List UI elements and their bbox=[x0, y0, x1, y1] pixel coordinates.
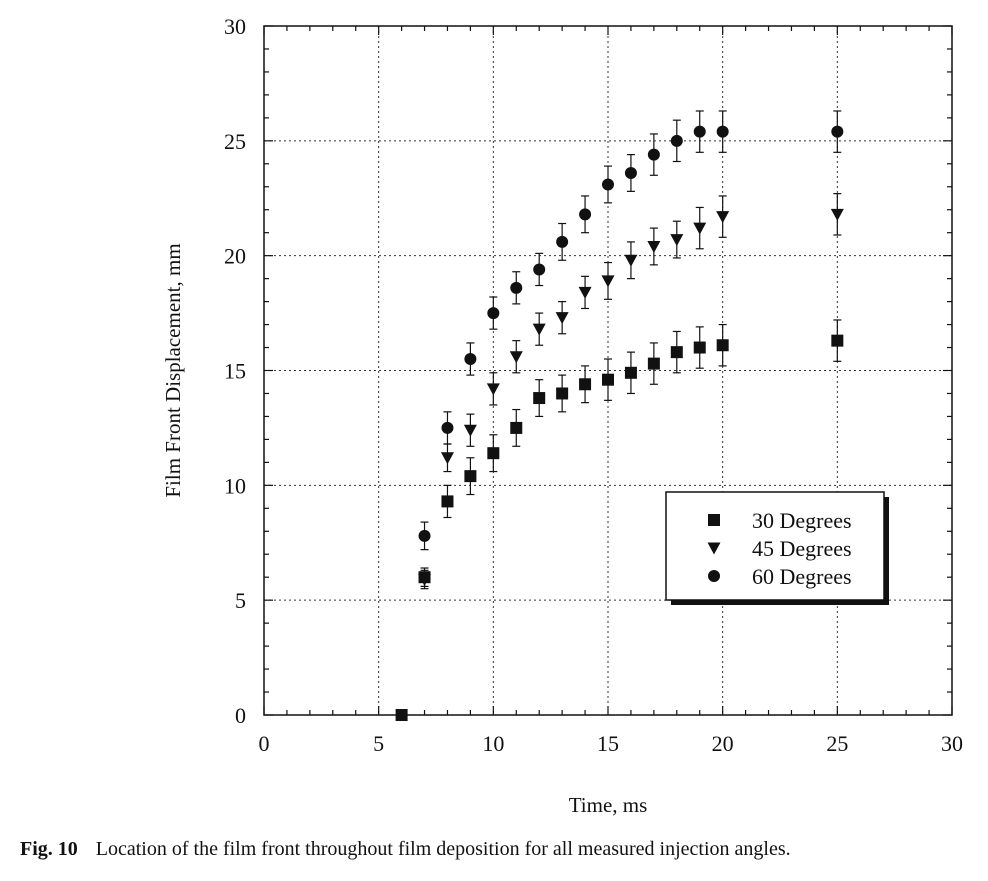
y-axis-ticks: 0 5 10 15 20 25 30 bbox=[224, 14, 246, 728]
x-tick-label: 25 bbox=[826, 731, 848, 756]
x-axis-ticks: 0 5 10 15 20 25 30 bbox=[259, 731, 964, 756]
figure-number: Fig. 10 bbox=[20, 838, 78, 860]
legend-marker bbox=[707, 542, 721, 555]
data-point bbox=[395, 709, 408, 721]
data-point bbox=[830, 208, 844, 221]
figure-caption: Fig. 10 Location of the film front throug… bbox=[20, 838, 980, 861]
data-point bbox=[647, 240, 661, 253]
data-point bbox=[487, 447, 500, 460]
data-point bbox=[716, 339, 729, 352]
data-point bbox=[716, 211, 730, 224]
x-tick-label: 0 bbox=[259, 731, 270, 756]
data-point bbox=[670, 346, 683, 359]
series-45-degrees bbox=[418, 193, 844, 590]
data-point bbox=[831, 125, 844, 138]
data-point bbox=[441, 495, 454, 508]
data-point bbox=[602, 178, 614, 191]
y-tick-label: 10 bbox=[224, 473, 246, 498]
data-point bbox=[556, 387, 569, 400]
data-point bbox=[510, 281, 523, 294]
data-point bbox=[624, 254, 638, 267]
data-point bbox=[463, 424, 477, 437]
data-point bbox=[464, 353, 477, 366]
legend-marker bbox=[708, 514, 720, 526]
legend-items: 30 Degrees 45 Degrees 60 Degrees bbox=[707, 508, 852, 589]
x-tick-label: 5 bbox=[373, 731, 384, 756]
data-point bbox=[624, 366, 637, 379]
data-point bbox=[601, 275, 615, 288]
data-point bbox=[487, 307, 500, 320]
x-axis-title: Time, ms bbox=[569, 793, 648, 817]
data-point bbox=[693, 125, 706, 138]
data-point bbox=[670, 234, 684, 247]
legend-box bbox=[665, 491, 885, 601]
data-point bbox=[624, 166, 637, 179]
data-point bbox=[418, 573, 432, 586]
data-point bbox=[716, 125, 729, 138]
x-tick-label: 20 bbox=[712, 731, 734, 756]
y-tick-label: 0 bbox=[235, 703, 246, 728]
legend: 30 Degrees 45 Degrees 60 Degrees bbox=[665, 491, 889, 605]
data-point bbox=[579, 208, 592, 221]
data-point bbox=[509, 351, 523, 364]
legend-marker bbox=[708, 570, 720, 582]
legend-label: 45 Degrees bbox=[752, 536, 852, 561]
legend-label: 60 Degrees bbox=[752, 564, 852, 589]
data-point bbox=[486, 383, 500, 396]
legend-label: 30 Degrees bbox=[752, 508, 852, 533]
data-point bbox=[578, 286, 592, 299]
data-point bbox=[556, 235, 569, 248]
data-point bbox=[831, 334, 844, 347]
data-point bbox=[647, 357, 660, 370]
caption-text: Location of the film front throughout fi… bbox=[95, 838, 791, 860]
data-point bbox=[647, 148, 660, 161]
plot-area-frame bbox=[263, 25, 953, 716]
data-point bbox=[670, 134, 683, 147]
data-series bbox=[395, 110, 844, 721]
scatter-chart: 0 5 10 15 20 25 30 0 5 10 15 20 25 30 Time, ms Film … bbox=[161, 14, 964, 817]
y-tick-label: 5 bbox=[235, 588, 246, 613]
data-point bbox=[440, 452, 454, 465]
data-point bbox=[579, 378, 592, 391]
y-tick-label: 15 bbox=[224, 359, 246, 384]
y-axis-title: Film Front Displacement, mm bbox=[161, 243, 185, 497]
data-point bbox=[555, 312, 569, 325]
x-tick-label: 10 bbox=[482, 731, 504, 756]
x-tick-label: 15 bbox=[597, 731, 619, 756]
y-tick-label: 30 bbox=[224, 14, 246, 39]
x-tick-label: 30 bbox=[941, 731, 963, 756]
data-point bbox=[533, 263, 546, 276]
y-tick-label: 20 bbox=[224, 244, 246, 269]
data-point bbox=[418, 529, 431, 542]
data-point bbox=[510, 421, 523, 434]
data-point bbox=[693, 341, 706, 354]
data-point bbox=[464, 470, 477, 483]
data-point bbox=[602, 373, 614, 386]
data-point bbox=[532, 323, 546, 336]
data-point bbox=[441, 421, 454, 434]
y-tick-label: 25 bbox=[224, 129, 246, 154]
data-point bbox=[693, 222, 707, 235]
data-point bbox=[533, 392, 546, 405]
series-60-degrees bbox=[418, 110, 844, 551]
